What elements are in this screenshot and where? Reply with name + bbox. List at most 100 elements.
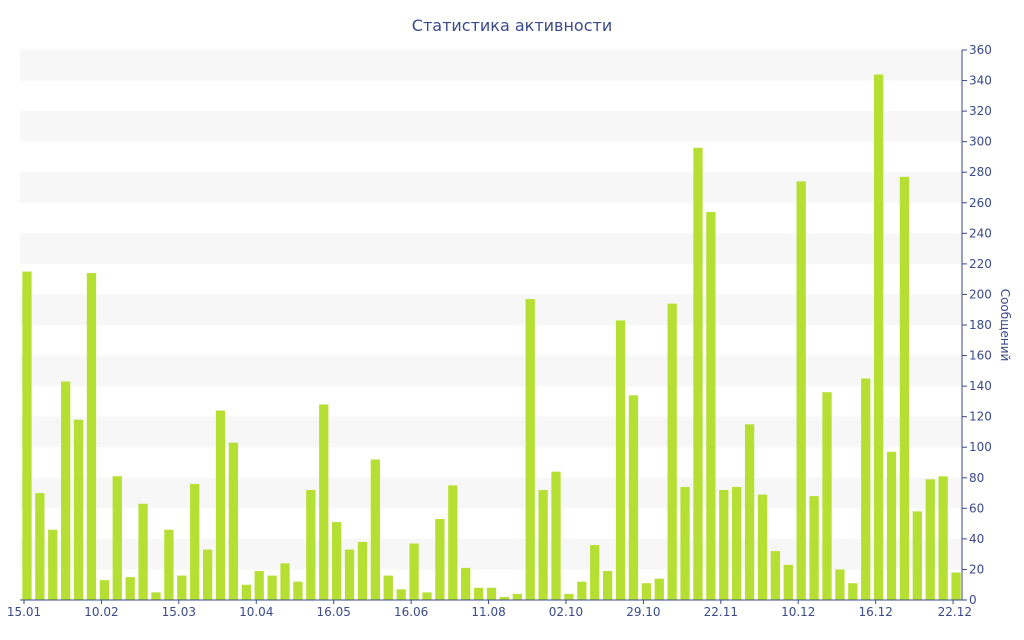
bar — [512, 593, 522, 600]
y-tick-label: 220 — [969, 257, 992, 271]
y-tick-label: 0 — [969, 593, 977, 607]
bar — [951, 572, 961, 600]
bar — [435, 519, 445, 600]
bar — [783, 564, 793, 600]
bar — [99, 580, 110, 600]
bar — [938, 476, 948, 600]
bar — [370, 459, 381, 600]
y-tick-label: 80 — [969, 471, 984, 485]
x-tick-label: 16.12 — [858, 605, 892, 619]
bar — [48, 529, 58, 600]
grid-bands — [20, 50, 962, 570]
bar — [151, 592, 161, 600]
bar — [396, 589, 406, 600]
bar — [61, 381, 71, 600]
bar-series — [22, 74, 961, 601]
grid-band — [20, 355, 962, 387]
bar — [473, 587, 484, 600]
y-tick-label: 180 — [969, 318, 992, 332]
bar — [796, 181, 806, 600]
bar — [422, 592, 432, 600]
bar — [254, 570, 264, 600]
grid-band — [20, 50, 962, 81]
y-tick-label: 20 — [969, 562, 984, 576]
bar — [448, 485, 458, 600]
bar — [706, 211, 716, 600]
bar — [228, 442, 239, 600]
bar — [190, 483, 200, 600]
grid-band — [20, 111, 962, 142]
bar — [590, 545, 600, 600]
bar — [628, 395, 639, 600]
grid-band — [20, 233, 962, 264]
y-tick-label: 240 — [969, 226, 992, 240]
bar — [538, 490, 548, 600]
bar — [319, 404, 329, 600]
bar — [22, 271, 32, 600]
y-axis-label: Сообщений — [998, 289, 1012, 362]
bar — [164, 529, 174, 600]
bar — [409, 543, 419, 600]
bar — [861, 378, 871, 600]
bar — [357, 541, 368, 600]
axes: 0 20 40 60 80 100 120 140 160 180 200 220 240 260 280 3… — [7, 43, 992, 619]
bar — [848, 583, 858, 600]
y-tick-label: 60 — [969, 501, 984, 515]
x-tick-label: 15.03 — [162, 605, 196, 619]
grid-band — [20, 538, 962, 570]
x-tick-label: 29.10 — [626, 605, 660, 619]
bar — [822, 392, 832, 600]
y-tick-label: 280 — [969, 165, 992, 179]
bar — [138, 503, 148, 600]
bar — [667, 303, 677, 600]
bar — [344, 549, 355, 600]
x-tick-label: 10.02 — [84, 605, 118, 619]
chart-title: Статистика активности — [412, 16, 612, 35]
y-tick-label: 200 — [969, 287, 992, 301]
x-tick-label: 16.06 — [394, 605, 428, 619]
bar — [809, 496, 819, 600]
bar — [125, 577, 135, 600]
bar — [835, 569, 845, 600]
y-tick-label: 40 — [969, 532, 984, 546]
bar — [744, 424, 755, 600]
bar — [112, 476, 122, 600]
x-tick-label: 11.08 — [471, 605, 505, 619]
grid-band — [20, 294, 962, 325]
bar — [280, 563, 290, 600]
bar — [757, 494, 768, 600]
y-tick-label: 100 — [969, 440, 992, 454]
grid-band — [20, 477, 962, 509]
bar — [641, 583, 651, 600]
grid-band — [20, 416, 962, 448]
x-tick-label: 15.01 — [7, 605, 41, 619]
bar — [564, 593, 574, 600]
y-tick-label: 300 — [969, 135, 992, 149]
bar — [215, 410, 226, 600]
bar — [86, 273, 97, 600]
bar — [499, 596, 510, 600]
bar — [383, 575, 393, 600]
bar — [886, 451, 897, 600]
bar — [267, 575, 277, 600]
grid-band — [20, 172, 962, 203]
bar — [73, 419, 84, 600]
bar — [693, 147, 703, 600]
y-tick-label: 160 — [969, 349, 992, 363]
x-tick-label: 22.12 — [938, 605, 972, 619]
bar — [177, 575, 187, 600]
bar — [899, 176, 910, 601]
y-tick-label: 120 — [969, 410, 992, 424]
bar — [577, 581, 587, 600]
bar — [293, 581, 303, 600]
bar — [35, 493, 45, 600]
y-tick-label: 140 — [969, 379, 992, 393]
bar — [525, 299, 535, 600]
bar — [873, 74, 884, 600]
bar — [202, 549, 213, 600]
y-tick-label: 260 — [969, 196, 992, 210]
bar — [551, 471, 561, 600]
bar — [332, 522, 342, 600]
